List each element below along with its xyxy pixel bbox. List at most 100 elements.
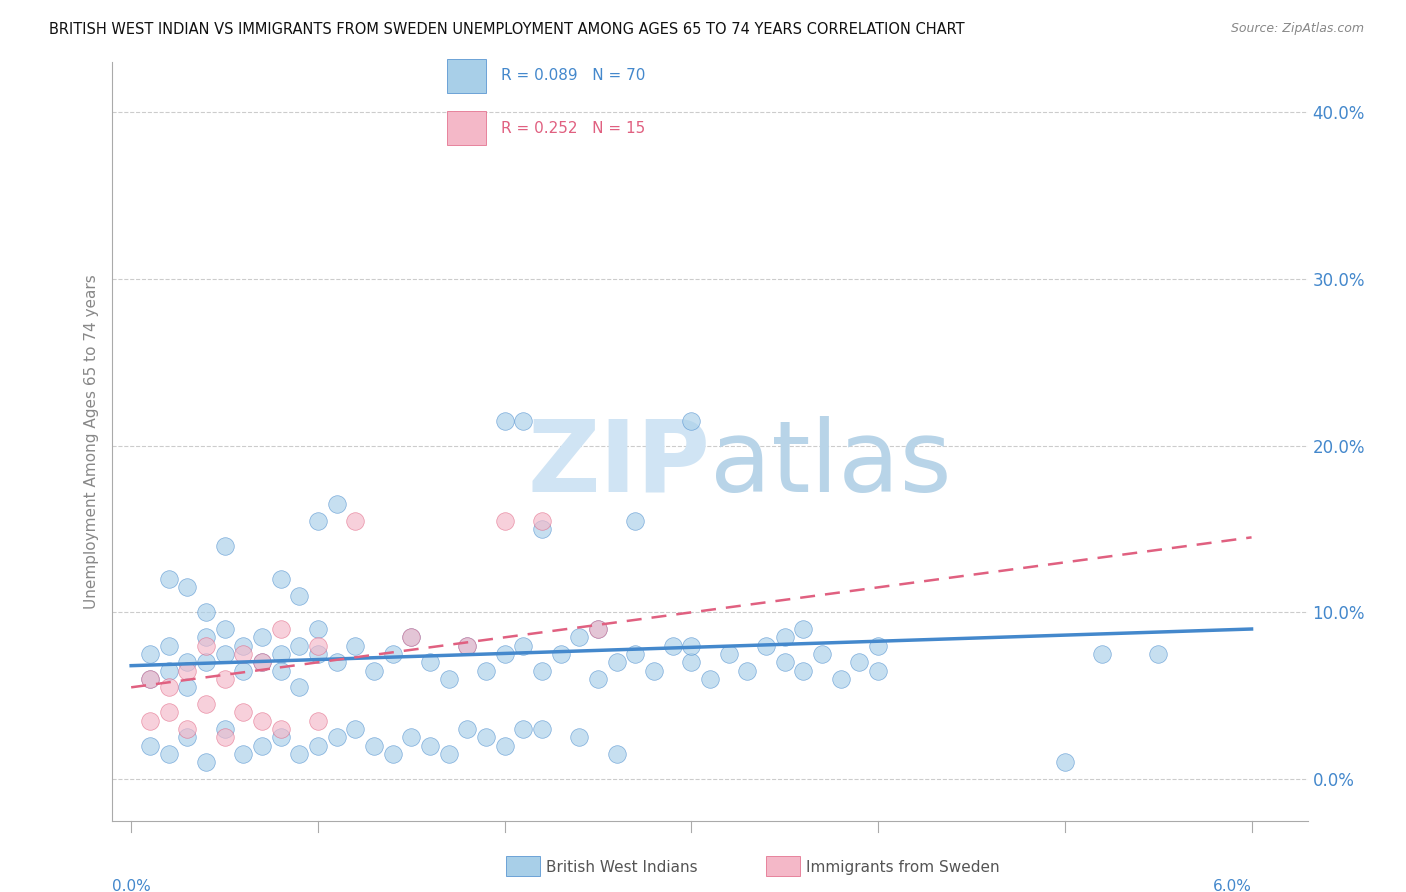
Point bbox=[194, 656, 217, 670]
Point bbox=[232, 747, 254, 761]
Point bbox=[270, 647, 292, 661]
Point bbox=[194, 639, 217, 653]
Point bbox=[1147, 647, 1170, 661]
Point bbox=[344, 639, 367, 653]
Point bbox=[811, 647, 834, 661]
Point bbox=[773, 656, 796, 670]
Point bbox=[232, 647, 254, 661]
Point bbox=[214, 672, 236, 686]
Point bbox=[325, 656, 347, 670]
Point bbox=[307, 514, 329, 528]
Point bbox=[494, 514, 516, 528]
Point bbox=[550, 647, 572, 661]
Point bbox=[194, 756, 217, 770]
Point bbox=[344, 514, 367, 528]
Point bbox=[214, 539, 236, 553]
Point bbox=[475, 731, 498, 745]
Point bbox=[307, 622, 329, 636]
Y-axis label: Unemployment Among Ages 65 to 74 years: Unemployment Among Ages 65 to 74 years bbox=[84, 274, 100, 609]
Bar bbox=[447, 59, 486, 94]
Point bbox=[494, 647, 516, 661]
Point bbox=[419, 656, 441, 670]
Point bbox=[288, 639, 311, 653]
Point bbox=[139, 672, 162, 686]
Point bbox=[586, 672, 609, 686]
Point bbox=[401, 631, 423, 645]
Point bbox=[270, 731, 292, 745]
Point bbox=[176, 731, 198, 745]
Point bbox=[494, 414, 516, 428]
Point bbox=[512, 414, 534, 428]
Point bbox=[157, 706, 180, 720]
Point bbox=[194, 605, 217, 619]
Point bbox=[307, 647, 329, 661]
Point bbox=[307, 739, 329, 753]
Point bbox=[270, 622, 292, 636]
Point bbox=[139, 714, 162, 728]
Point bbox=[773, 631, 796, 645]
Point bbox=[868, 664, 890, 678]
Point bbox=[792, 664, 814, 678]
Text: British West Indians: British West Indians bbox=[546, 860, 697, 874]
Point bbox=[250, 631, 273, 645]
Point bbox=[325, 731, 347, 745]
Text: Immigrants from Sweden: Immigrants from Sweden bbox=[806, 860, 1000, 874]
Point bbox=[401, 731, 423, 745]
Text: atlas: atlas bbox=[710, 416, 952, 513]
Point bbox=[214, 722, 236, 736]
Point bbox=[586, 622, 609, 636]
Point bbox=[157, 681, 180, 695]
Point bbox=[176, 580, 198, 594]
Point bbox=[456, 639, 478, 653]
Point bbox=[437, 747, 460, 761]
Point bbox=[270, 572, 292, 586]
Point bbox=[139, 647, 162, 661]
Point bbox=[475, 664, 498, 678]
Point bbox=[1053, 756, 1076, 770]
Point bbox=[792, 622, 814, 636]
Point bbox=[214, 731, 236, 745]
Point bbox=[250, 739, 273, 753]
Point bbox=[401, 631, 423, 645]
Point bbox=[568, 631, 591, 645]
Point bbox=[176, 664, 198, 678]
Point bbox=[344, 722, 367, 736]
Point bbox=[176, 722, 198, 736]
Point bbox=[250, 656, 273, 670]
Point bbox=[681, 656, 703, 670]
Point bbox=[624, 647, 647, 661]
Point bbox=[139, 739, 162, 753]
Point bbox=[307, 714, 329, 728]
Point bbox=[530, 522, 553, 536]
Point bbox=[848, 656, 870, 670]
Point bbox=[232, 706, 254, 720]
Point bbox=[512, 639, 534, 653]
Point bbox=[139, 672, 162, 686]
Point bbox=[568, 731, 591, 745]
Point bbox=[157, 664, 180, 678]
Point bbox=[681, 639, 703, 653]
Point bbox=[325, 497, 347, 511]
Point bbox=[176, 656, 198, 670]
Point bbox=[288, 589, 311, 603]
Point bbox=[624, 514, 647, 528]
Point bbox=[530, 722, 553, 736]
Point bbox=[606, 656, 628, 670]
Point bbox=[530, 664, 553, 678]
Text: R = 0.089   N = 70: R = 0.089 N = 70 bbox=[501, 69, 645, 84]
Point bbox=[194, 631, 217, 645]
Point bbox=[737, 664, 759, 678]
Point bbox=[214, 622, 236, 636]
Point bbox=[643, 664, 665, 678]
Point bbox=[176, 681, 198, 695]
Point bbox=[606, 747, 628, 761]
Point bbox=[456, 722, 478, 736]
Text: 6.0%: 6.0% bbox=[1213, 879, 1251, 892]
Point bbox=[250, 656, 273, 670]
Point bbox=[270, 664, 292, 678]
Text: BRITISH WEST INDIAN VS IMMIGRANTS FROM SWEDEN UNEMPLOYMENT AMONG AGES 65 TO 74 Y: BRITISH WEST INDIAN VS IMMIGRANTS FROM S… bbox=[49, 22, 965, 37]
Point bbox=[512, 722, 534, 736]
Point bbox=[717, 647, 740, 661]
Point bbox=[530, 514, 553, 528]
Point bbox=[830, 672, 852, 686]
